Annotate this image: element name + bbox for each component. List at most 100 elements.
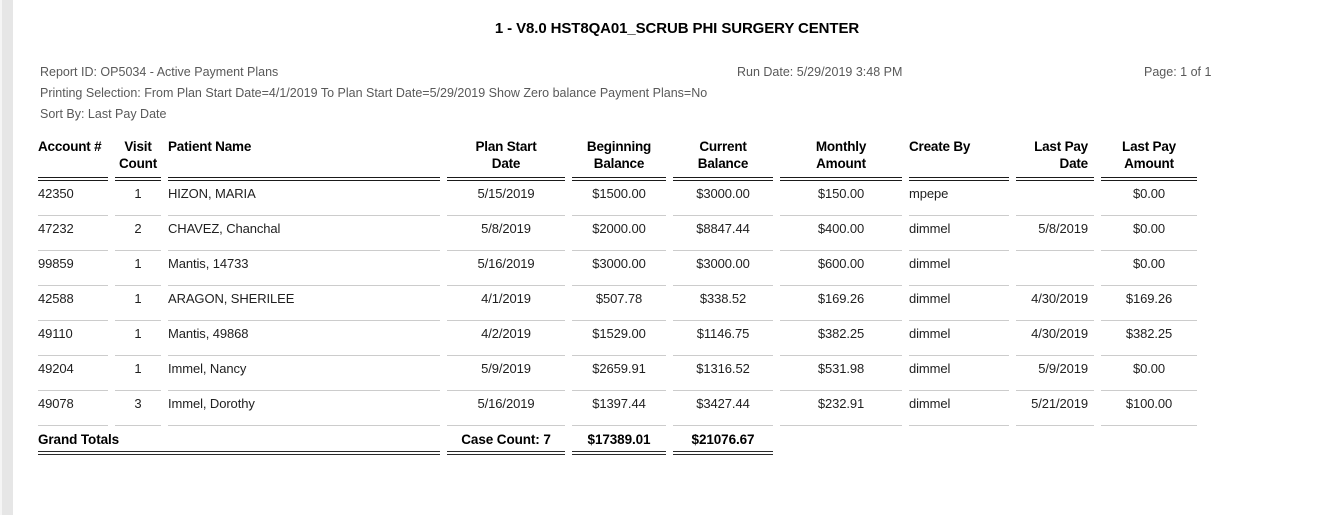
cell-account-number: 99859 (38, 251, 108, 286)
column-header-account-number: Account # (38, 138, 108, 181)
cell-plan-start-date: 5/15/2019 (447, 181, 565, 216)
cell-create-by: dimmel (909, 391, 1009, 426)
cell-last-pay-date: 4/30/2019 (1016, 321, 1094, 356)
empty-cell (1101, 426, 1197, 455)
empty-cell (909, 426, 1009, 455)
cell-patient-name: CHAVEZ, Chanchal (168, 216, 440, 251)
cell-patient-name: ARAGON, SHERILEE (168, 286, 440, 321)
payment-plans-table: Account # Visit Count Patient Name Plan Star… (31, 138, 1204, 455)
cell-last-pay-amount: $0.00 (1101, 181, 1197, 216)
cell-monthly-amount: $600.00 (780, 251, 902, 286)
sort-by: Sort By: Last Pay Date (40, 107, 167, 121)
cell-patient-name: Mantis, 49868 (168, 321, 440, 356)
grand-totals-row: Grand Totals Case Count: 7 $17389.01 $21076… (38, 426, 1197, 455)
cell-current-balance: $1146.75 (673, 321, 773, 356)
report-meta-row: Report ID: OP5034 - Active Payment Plans… (13, 65, 1341, 83)
cell-visit-count: 1 (115, 321, 161, 356)
table-row: 42588 1 ARAGON, SHERILEE 4/1/2019 $507.78 $33… (38, 286, 1197, 321)
cell-last-pay-date: 5/8/2019 (1016, 216, 1094, 251)
page-margin-strip (0, 0, 13, 515)
table-row: 99859 1 Mantis, 14733 5/16/2019 $3000.00 $300… (38, 251, 1197, 286)
cell-create-by: dimmel (909, 251, 1009, 286)
cell-plan-start-date: 5/16/2019 (447, 391, 565, 426)
cell-create-by: dimmel (909, 321, 1009, 356)
cell-create-by: dimmel (909, 356, 1009, 391)
cell-plan-start-date: 5/8/2019 (447, 216, 565, 251)
empty-cell (780, 426, 902, 455)
cell-visit-count: 1 (115, 286, 161, 321)
cell-plan-start-date: 5/16/2019 (447, 251, 565, 286)
grand-totals-label: Grand Totals (38, 426, 440, 455)
table-row: 47232 2 CHAVEZ, Chanchal 5/8/2019 $2000.00 $8… (38, 216, 1197, 251)
cell-plan-start-date: 4/2/2019 (447, 321, 565, 356)
cell-create-by: mpepe (909, 181, 1009, 216)
table-body: 42350 1 HIZON, MARIA 5/15/2019 $1500.00 $3000… (38, 181, 1197, 455)
table-header: Account # Visit Count Patient Name Plan Star… (38, 138, 1197, 181)
cell-current-balance: $3427.44 (673, 391, 773, 426)
cell-patient-name: Immel, Nancy (168, 356, 440, 391)
report-title: 1 - V8.0 HST8QA01_SCRUB PHI SURGERY CENT… (494, 20, 860, 37)
cell-beginning-balance: $507.78 (572, 286, 666, 321)
cell-patient-name: HIZON, MARIA (168, 181, 440, 216)
column-header-last-pay-amount: Last Pay Amount (1101, 138, 1197, 181)
cell-beginning-balance: $1500.00 (572, 181, 666, 216)
current-balance-total: $21076.67 (673, 426, 773, 455)
cell-create-by: dimmel (909, 216, 1009, 251)
cell-account-number: 49204 (38, 356, 108, 391)
table-row: 49110 1 Mantis, 49868 4/2/2019 $1529.00 $1146… (38, 321, 1197, 356)
column-header-create-by: Create By (909, 138, 1009, 181)
beginning-balance-total: $17389.01 (572, 426, 666, 455)
cell-last-pay-amount: $0.00 (1101, 251, 1197, 286)
cell-visit-count: 1 (115, 181, 161, 216)
column-header-plan-start-date: Plan Start Date (447, 138, 565, 181)
cell-monthly-amount: $531.98 (780, 356, 902, 391)
cell-last-pay-date: 4/30/2019 (1016, 286, 1094, 321)
cell-account-number: 42588 (38, 286, 108, 321)
cell-last-pay-amount: $169.26 (1101, 286, 1197, 321)
table-row: 42350 1 HIZON, MARIA 5/15/2019 $1500.00 $3000… (38, 181, 1197, 216)
cell-patient-name: Immel, Dorothy (168, 391, 440, 426)
cell-account-number: 49110 (38, 321, 108, 356)
cell-visit-count: 3 (115, 391, 161, 426)
cell-visit-count: 1 (115, 251, 161, 286)
empty-cell (1016, 426, 1094, 455)
cell-beginning-balance: $2659.91 (572, 356, 666, 391)
cell-last-pay-amount: $100.00 (1101, 391, 1197, 426)
cell-beginning-balance: $3000.00 (572, 251, 666, 286)
column-header-current-balance: Current Balance (673, 138, 773, 181)
column-header-monthly-amount: Monthly Amount (780, 138, 902, 181)
cell-last-pay-date (1016, 181, 1094, 216)
cell-visit-count: 1 (115, 356, 161, 391)
cell-visit-count: 2 (115, 216, 161, 251)
cell-last-pay-amount: $382.25 (1101, 321, 1197, 356)
cell-current-balance: $3000.00 (673, 251, 773, 286)
cell-create-by: dimmel (909, 286, 1009, 321)
page-number: Page: 1 of 1 (1144, 65, 1212, 79)
cell-current-balance: $1316.52 (673, 356, 773, 391)
report-id: Report ID: OP5034 - Active Payment Plans (40, 65, 279, 79)
column-header-visit-count: Visit Count (115, 138, 161, 181)
cell-current-balance: $8847.44 (673, 216, 773, 251)
cell-patient-name: Mantis, 14733 (168, 251, 440, 286)
cell-plan-start-date: 5/9/2019 (447, 356, 565, 391)
cell-account-number: 42350 (38, 181, 108, 216)
printing-selection: Printing Selection: From Plan Start Date… (40, 86, 708, 100)
cell-account-number: 47232 (38, 216, 108, 251)
column-header-last-pay-date: Last Pay Date (1016, 138, 1094, 181)
cell-last-pay-date (1016, 251, 1094, 286)
cell-monthly-amount: $382.25 (780, 321, 902, 356)
case-count-total: Case Count: 7 (447, 426, 565, 455)
table-row: 49078 3 Immel, Dorothy 5/16/2019 $1397.44 $34… (38, 391, 1197, 426)
cell-current-balance: $3000.00 (673, 181, 773, 216)
cell-plan-start-date: 4/1/2019 (447, 286, 565, 321)
cell-monthly-amount: $400.00 (780, 216, 902, 251)
cell-monthly-amount: $232.91 (780, 391, 902, 426)
table-row: 49204 1 Immel, Nancy 5/9/2019 $2659.91 $1316.… (38, 356, 1197, 391)
report-page: 1 - V8.0 HST8QA01_SCRUB PHI SURGERY CENT… (13, 0, 1341, 515)
cell-last-pay-amount: $0.00 (1101, 216, 1197, 251)
column-header-patient-name: Patient Name (168, 138, 440, 181)
column-header-beginning-balance: Beginning Balance (572, 138, 666, 181)
cell-current-balance: $338.52 (673, 286, 773, 321)
cell-account-number: 49078 (38, 391, 108, 426)
cell-last-pay-date: 5/9/2019 (1016, 356, 1094, 391)
